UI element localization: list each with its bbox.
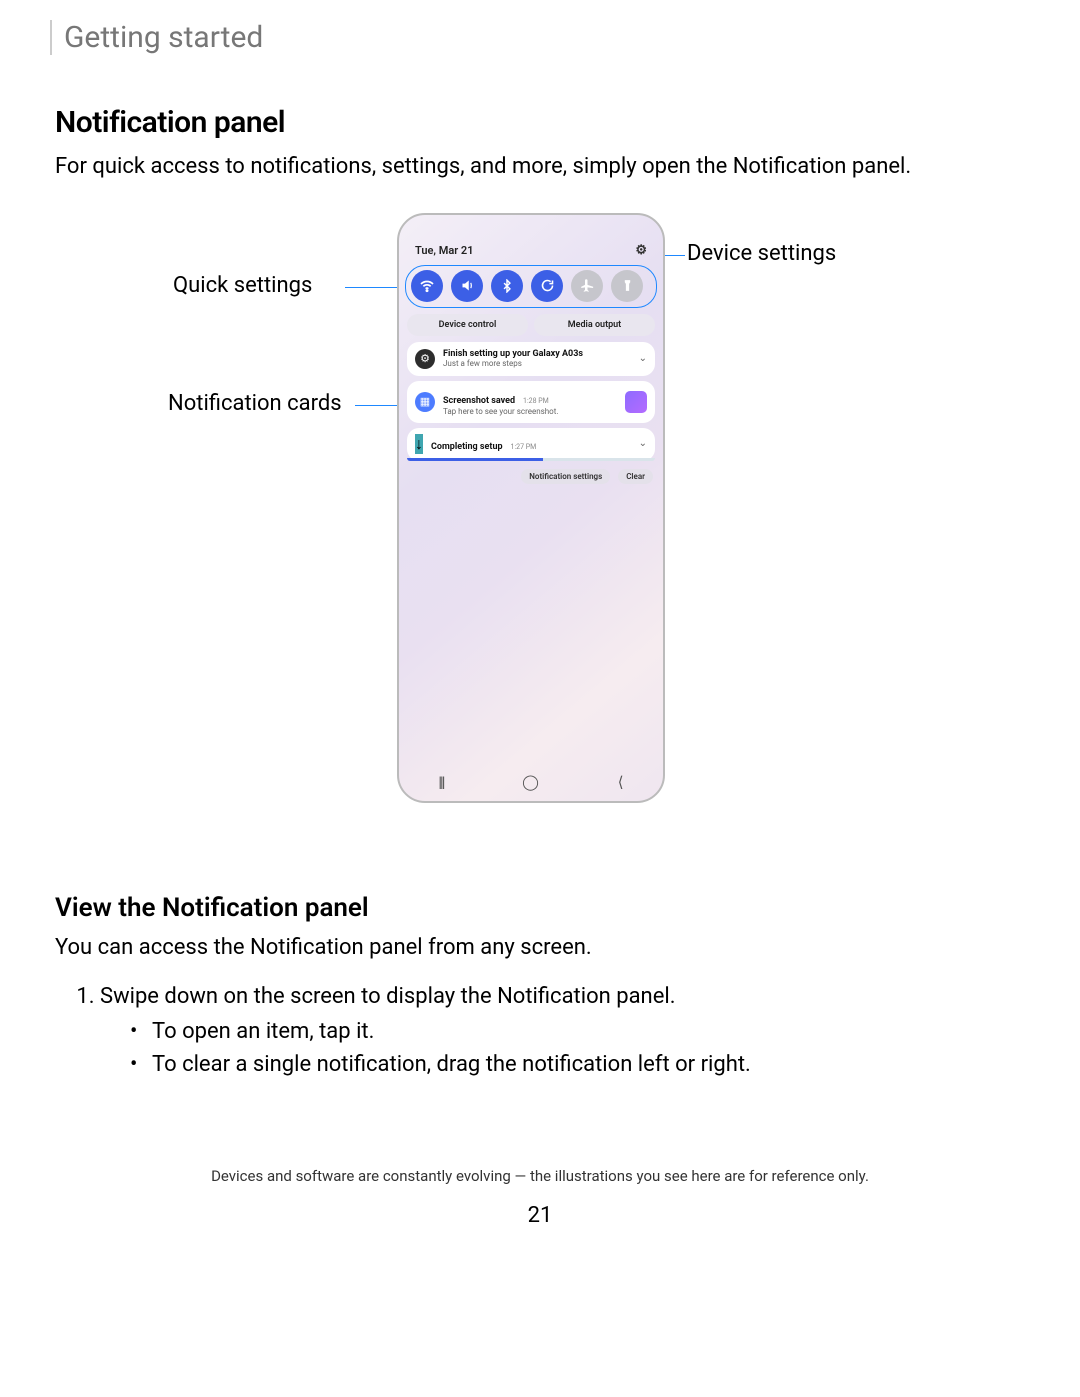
bullet-item: To open an item, tap it. — [130, 1019, 1025, 1044]
step-text: Swipe down on the screen to display the … — [100, 984, 676, 1009]
step-item: Swipe down on the screen to display the … — [100, 984, 1025, 1077]
image-icon: ▦ — [415, 392, 435, 412]
bluetooth-icon[interactable] — [491, 270, 523, 302]
gear-icon[interactable]: ⚙ — [635, 243, 647, 258]
media-output-button[interactable]: Media output — [534, 314, 655, 336]
device-control-button[interactable]: Device control — [407, 314, 528, 336]
screenshot-thumbnail[interactable] — [625, 391, 647, 413]
steps-list: Swipe down on the screen to display the … — [100, 984, 1025, 1077]
section-heading: View the Notification panel — [55, 893, 1025, 923]
volume-icon[interactable] — [451, 270, 483, 302]
card-title: Completing setup — [431, 442, 503, 452]
quick-settings-row — [407, 266, 655, 310]
airplane-icon[interactable] — [571, 270, 603, 302]
callout-quick-settings: Quick settings — [173, 273, 312, 298]
intro-text: For quick access to notifications, setti… — [55, 152, 1025, 183]
status-date: Tue, Mar 21 — [415, 244, 474, 257]
breadcrumb: Getting started — [50, 20, 1080, 55]
notification-card[interactable]: ↓ Completing setup 1:27 PM ⌄ — [407, 428, 655, 461]
notification-card[interactable]: ▦ Screenshot saved 1:28 PM Tap here to s… — [407, 381, 655, 423]
back-icon[interactable]: ⟨ — [618, 773, 624, 791]
notification-settings-button[interactable]: Notification settings — [521, 469, 610, 484]
clear-button[interactable]: Clear — [618, 469, 653, 484]
page-title: Notification panel — [55, 105, 1025, 140]
card-time: 1:28 PM — [523, 397, 549, 405]
card-subtitle: Tap here to see your screenshot. — [443, 407, 617, 416]
callout-line — [345, 287, 403, 289]
figure: Quick settings Device settings Notificat… — [55, 213, 1025, 853]
settings-icon: ⚙ — [415, 349, 435, 369]
wifi-icon[interactable] — [411, 270, 443, 302]
card-title: Finish setting up your Galaxy A03s — [443, 349, 631, 359]
progress-bar — [407, 458, 655, 461]
card-time: 1:27 PM — [511, 443, 537, 451]
chevron-down-icon[interactable]: ⌄ — [639, 438, 647, 449]
home-icon[interactable]: ◯ — [522, 773, 539, 791]
chevron-down-icon[interactable]: ⌄ — [639, 353, 647, 364]
rotate-icon[interactable] — [531, 270, 563, 302]
section-text: You can access the Notification panel fr… — [55, 933, 1025, 964]
phone-mock: Tue, Mar 21 ⚙ Device control Media outpu… — [397, 213, 665, 803]
callout-notification-cards: Notification cards — [168, 391, 342, 416]
flashlight-icon[interactable] — [611, 270, 643, 302]
page-number: 21 — [55, 1203, 1025, 1228]
card-subtitle: Just a few more steps — [443, 359, 631, 368]
callout-device-settings: Device settings — [687, 241, 836, 266]
disclaimer-text: Devices and software are constantly evol… — [55, 1167, 1025, 1185]
bullet-item: To clear a single notification, drag the… — [130, 1052, 1025, 1077]
card-title: Screenshot saved — [443, 396, 515, 406]
download-icon: ↓ — [415, 434, 423, 454]
notification-card[interactable]: ⚙ Finish setting up your Galaxy A03s Jus… — [407, 342, 655, 376]
recents-icon[interactable]: ||| — [438, 773, 443, 791]
